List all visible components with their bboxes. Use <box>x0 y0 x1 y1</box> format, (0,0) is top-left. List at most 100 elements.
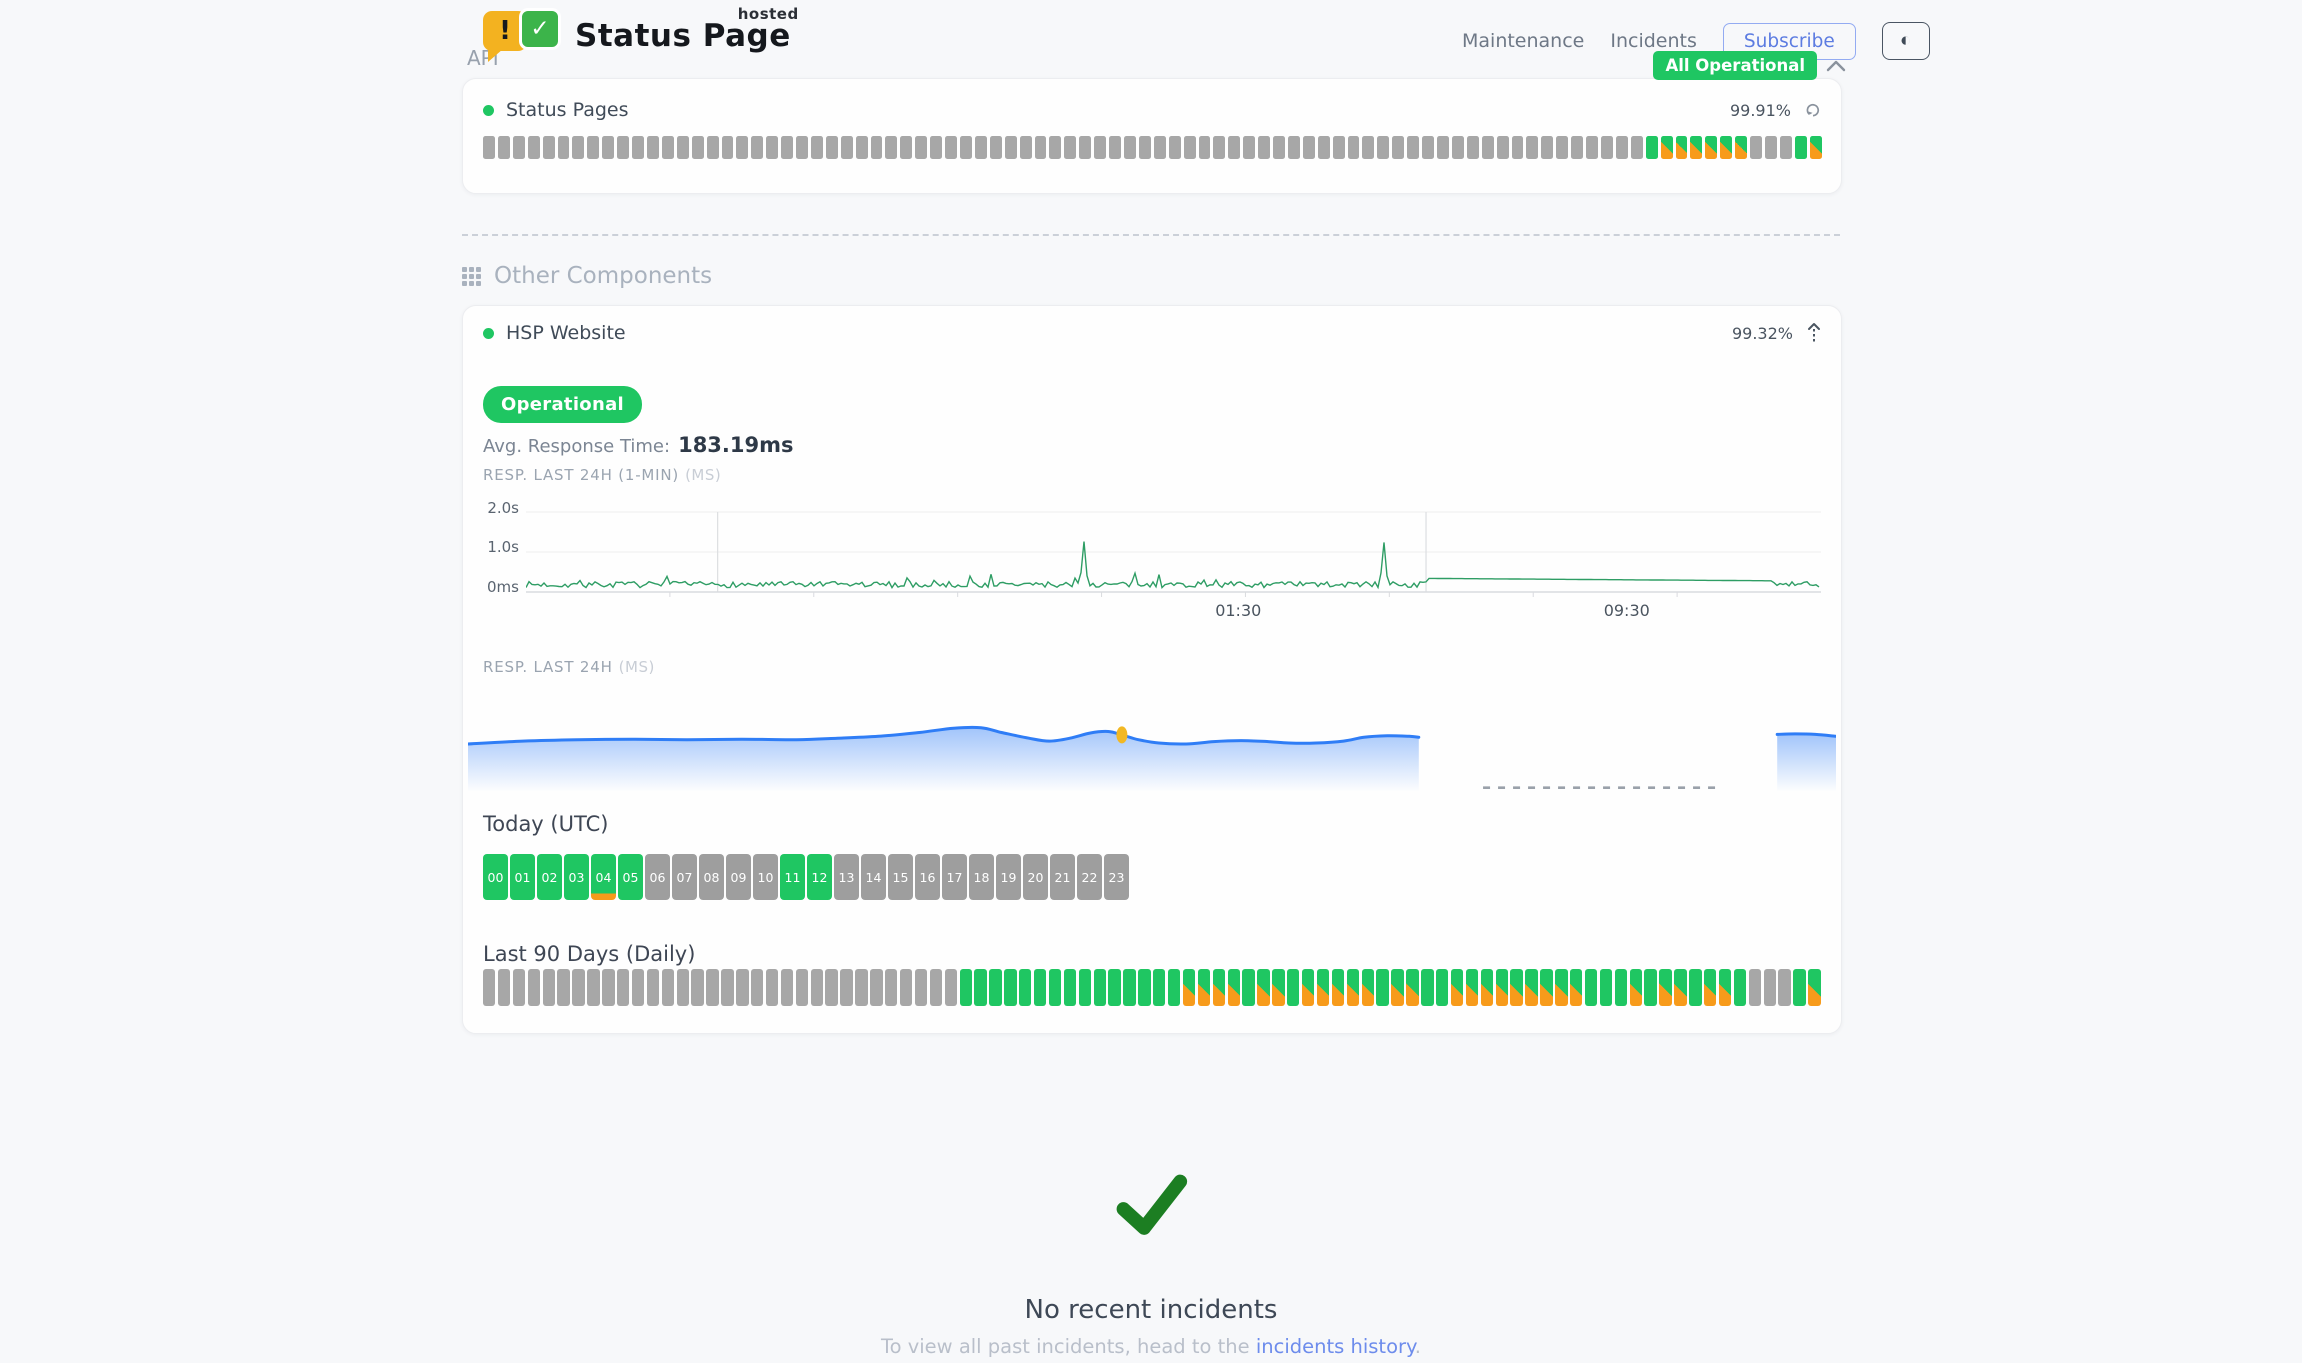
uptime-bar[interactable] <box>617 969 630 1006</box>
uptime-bar[interactable] <box>1584 969 1598 1006</box>
uptime-bar[interactable] <box>676 969 689 1006</box>
hour-box-04[interactable]: 04 <box>591 854 616 900</box>
hour-box-14[interactable]: 14 <box>861 854 886 900</box>
uptime-bar[interactable] <box>944 969 957 1006</box>
uptime-bar[interactable] <box>1645 136 1658 159</box>
uptime-bar[interactable] <box>1064 136 1077 159</box>
uptime-bar[interactable] <box>1659 969 1672 1006</box>
uptime-bar[interactable] <box>1779 136 1792 159</box>
uptime-bar[interactable] <box>1033 969 1047 1006</box>
uptime-bar[interactable] <box>989 969 1002 1006</box>
uptime-bar[interactable] <box>512 136 525 159</box>
uptime-bar[interactable] <box>1377 136 1390 159</box>
uptime-bar[interactable] <box>960 136 972 159</box>
uptime-bar[interactable] <box>1019 969 1032 1006</box>
uptime-bar[interactable] <box>1392 136 1405 159</box>
uptime-bar[interactable] <box>1227 969 1240 1006</box>
uptime-bar[interactable] <box>1212 969 1226 1006</box>
uptime-bar[interactable] <box>602 136 615 159</box>
hour-box-00[interactable]: 00 <box>483 854 508 900</box>
uptime-bar[interactable] <box>1228 136 1241 159</box>
uptime-bar[interactable] <box>632 136 644 159</box>
uptime-bar[interactable] <box>1526 136 1539 159</box>
uptime-bar[interactable] <box>1138 969 1151 1006</box>
uptime-bar[interactable] <box>765 969 779 1006</box>
uptime-bar[interactable] <box>736 136 749 159</box>
nav-maintenance[interactable]: Maintenance <box>1462 30 1585 52</box>
uptime-bar[interactable] <box>706 136 719 159</box>
uptime-bar[interactable] <box>1168 136 1181 159</box>
chart-marker-dot[interactable] <box>1116 726 1128 744</box>
collapse-up-icon[interactable] <box>1807 322 1821 344</box>
uptime-bar[interactable] <box>1808 969 1821 1006</box>
uptime-bar[interactable] <box>1436 969 1449 1006</box>
uptime-bar[interactable] <box>676 136 689 159</box>
chart1-plot[interactable] <box>526 505 1821 598</box>
uptime-bar[interactable] <box>1004 969 1017 1006</box>
uptime-bar[interactable] <box>1555 969 1568 1006</box>
uptime-bar[interactable] <box>691 136 704 159</box>
uptime-bar[interactable] <box>1629 969 1642 1006</box>
uptime-bar[interactable] <box>1287 136 1300 159</box>
uptime-bar[interactable] <box>1689 969 1702 1006</box>
uptime-bar[interactable] <box>1556 136 1569 159</box>
uptime-bar[interactable] <box>527 136 540 159</box>
uptime-bar[interactable] <box>1123 969 1136 1006</box>
uptime-bar[interactable] <box>855 969 868 1006</box>
uptime-bar[interactable] <box>1674 969 1687 1006</box>
uptime-bar[interactable] <box>1167 969 1181 1006</box>
uptime-bar[interactable] <box>1690 136 1703 159</box>
uptime-bar[interactable] <box>1213 136 1226 159</box>
uptime-bar[interactable] <box>1422 136 1434 159</box>
hour-box-11[interactable]: 11 <box>780 854 805 900</box>
uptime-bar[interactable] <box>661 969 675 1006</box>
chevron-up-icon[interactable] <box>1826 60 1846 72</box>
uptime-bar[interactable] <box>1182 969 1196 1006</box>
uptime-bar[interactable] <box>914 969 928 1006</box>
uptime-bar[interactable] <box>945 136 957 159</box>
uptime-bar[interactable] <box>1094 136 1107 159</box>
uptime-bar[interactable] <box>929 969 943 1006</box>
uptime-bar[interactable] <box>1109 136 1121 159</box>
uptime-bar[interactable] <box>840 136 853 159</box>
uptime-bar[interactable] <box>1406 969 1419 1006</box>
uptime-bar[interactable] <box>542 969 555 1006</box>
uptime-bar[interactable] <box>1347 136 1360 159</box>
hour-box-02[interactable]: 02 <box>537 854 562 900</box>
uptime-bar[interactable] <box>1525 969 1538 1006</box>
uptime-bar[interactable] <box>795 969 809 1006</box>
hour-box-16[interactable]: 16 <box>915 854 940 900</box>
uptime-bar[interactable] <box>974 969 987 1006</box>
uptime-bar[interactable] <box>721 969 734 1006</box>
uptime-bar[interactable] <box>1332 136 1345 159</box>
uptime-bar[interactable] <box>527 969 541 1006</box>
uptime-bar[interactable] <box>497 136 510 159</box>
uptime-bar[interactable] <box>1301 969 1315 1006</box>
uptime-bar[interactable] <box>572 136 585 159</box>
incidents-history-link[interactable]: incidents history <box>1255 1335 1415 1358</box>
uptime-bar[interactable] <box>661 136 674 159</box>
uptime-bar[interactable] <box>1243 136 1256 159</box>
uptime-bar[interactable] <box>855 136 868 159</box>
theme-toggle-button[interactable]: ◐ <box>1881 22 1930 60</box>
uptime-bar[interactable] <box>885 969 898 1006</box>
uptime-bar[interactable] <box>1362 136 1375 159</box>
uptime-bar[interactable] <box>646 136 659 159</box>
uptime-bar[interactable] <box>1123 136 1136 159</box>
uptime-bar[interactable] <box>691 969 704 1006</box>
uptime-bar[interactable] <box>1704 969 1717 1006</box>
uptime-bar[interactable] <box>1302 136 1315 159</box>
uptime-bar[interactable] <box>557 969 570 1006</box>
uptime-bar[interactable] <box>1049 136 1062 159</box>
uptime-bar[interactable] <box>1361 969 1374 1006</box>
uptime-bar[interactable] <box>1809 136 1822 159</box>
hour-box-13[interactable]: 13 <box>834 854 859 900</box>
uptime-bar[interactable] <box>1331 969 1345 1006</box>
chart2-plot[interactable] <box>466 696 1838 792</box>
uptime-bar[interactable] <box>1794 136 1807 159</box>
response-time-chart-24h[interactable] <box>466 696 1838 792</box>
app-logo[interactable]: ! ✓ Status Page hosted <box>483 5 798 64</box>
hour-box-08[interactable]: 08 <box>699 854 724 900</box>
uptime-bar[interactable] <box>1451 136 1464 159</box>
uptime-bar[interactable] <box>1004 136 1017 159</box>
